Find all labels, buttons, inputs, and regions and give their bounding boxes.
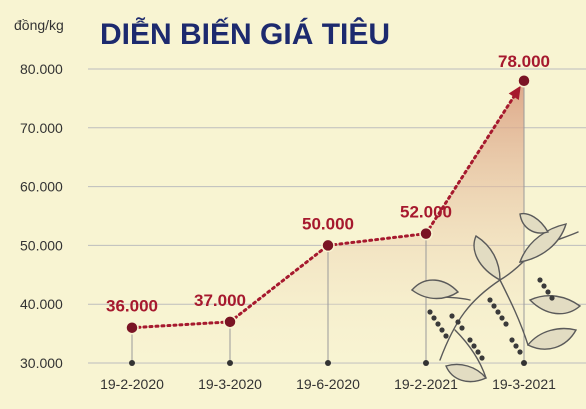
berry-7 — [459, 325, 465, 331]
berry-1 — [431, 315, 437, 321]
data-label-0: 36.000 — [106, 297, 158, 316]
data-label-2: 50.000 — [302, 214, 354, 233]
berry-8 — [487, 297, 493, 303]
y-tick-label-4: 70.000 — [20, 120, 63, 136]
unit-label: đồng/kg — [14, 17, 64, 33]
data-label-3: 52.000 — [400, 203, 452, 222]
x-tick-label-1: 19-3-2020 — [198, 376, 262, 392]
data-point-4 — [517, 74, 531, 88]
line-segment-3 — [424, 89, 520, 236]
base-dot-1 — [227, 360, 233, 366]
data-point-2 — [321, 238, 335, 253]
berry-16 — [549, 295, 555, 301]
line-segment-2 — [326, 232, 428, 247]
line-segment-1 — [228, 243, 330, 324]
berry-5 — [449, 313, 455, 319]
y-tick-label-0: 30.000 — [20, 355, 63, 371]
data-labels: 36.000 37.000 50.000 52.000 78.000 — [106, 52, 550, 316]
base-dot-2 — [325, 360, 331, 366]
berry-12 — [503, 321, 509, 327]
berry-11 — [499, 315, 505, 321]
berry-3 — [439, 327, 445, 333]
x-axis-ticks: 19-2-2020 19-3-2020 19-6-2020 19-2-2021 19-3… — [100, 376, 556, 392]
berry-0 — [427, 309, 433, 315]
berry-22 — [513, 343, 519, 349]
berry-13 — [537, 277, 543, 283]
x-tick-label-4: 19-3-2021 — [492, 376, 556, 392]
berry-17 — [467, 337, 473, 343]
base-dot-4 — [521, 360, 527, 366]
chart-title: DIỄN BIẾN GIÁ TIÊU — [100, 17, 390, 51]
base-dot-3 — [423, 360, 429, 366]
y-tick-label-5: 80.000 — [20, 61, 63, 77]
x-tick-label-3: 19-2-2021 — [394, 376, 458, 392]
y-tick-label-2: 50.000 — [20, 237, 63, 253]
berry-6 — [455, 319, 461, 325]
data-label-1: 37.000 — [194, 291, 246, 310]
y-tick-label-1: 40.000 — [20, 296, 63, 312]
berry-10 — [495, 309, 501, 315]
y-tick-label-3: 60.000 — [20, 179, 63, 195]
berry-15 — [545, 289, 551, 295]
x-tick-label-0: 19-2-2020 — [100, 376, 164, 392]
data-point-1 — [223, 315, 237, 329]
berry-19 — [475, 349, 481, 355]
berry-9 — [491, 303, 497, 309]
line-segment-0 — [130, 320, 232, 330]
berry-23 — [517, 349, 523, 355]
data-point-0 — [125, 320, 139, 335]
x-tick-label-2: 19-6-2020 — [296, 376, 360, 392]
data-point-3 — [419, 226, 433, 241]
data-points — [125, 74, 531, 335]
arrow-head — [508, 85, 521, 100]
pepper-plant-icon — [410, 212, 582, 383]
base-dot-0 — [129, 360, 135, 366]
berry-18 — [471, 343, 477, 349]
berry-20 — [479, 355, 485, 361]
data-label-4: 78.000 — [498, 52, 550, 71]
y-axis-ticks: 30.000 40.000 50.000 60.000 70.000 80.000 — [20, 61, 63, 371]
berry-21 — [509, 337, 515, 343]
berry-4 — [443, 333, 449, 339]
berry-14 — [541, 283, 547, 289]
pepper-berries — [427, 277, 555, 361]
berry-2 — [435, 321, 441, 327]
series-line — [130, 85, 521, 330]
